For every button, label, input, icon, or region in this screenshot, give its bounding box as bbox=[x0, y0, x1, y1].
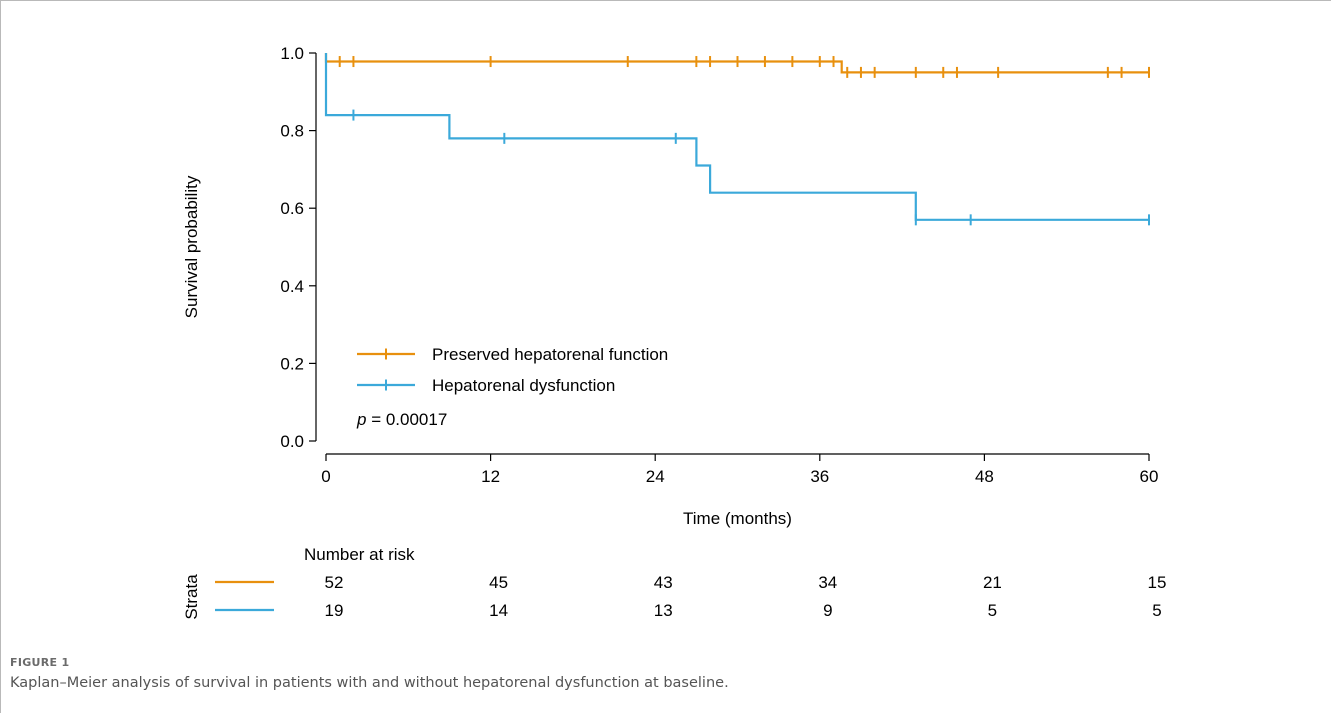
p-value-annotation: p = 0.00017 bbox=[356, 410, 447, 429]
p-value-text: = 0.00017 bbox=[366, 410, 447, 429]
risk-count: 9 bbox=[823, 601, 832, 620]
x-tick-label: 60 bbox=[1140, 467, 1159, 486]
survival-curves bbox=[324, 53, 1150, 226]
risk-table-strata-label: Strata bbox=[182, 574, 201, 620]
y-tick-label: 0.8 bbox=[280, 122, 304, 141]
figure-caption-text: Kaplan–Meier analysis of survival in pat… bbox=[10, 675, 729, 691]
y-tick-label: 0.0 bbox=[280, 432, 304, 451]
x-tick-label: 12 bbox=[481, 467, 500, 486]
risk-count: 45 bbox=[489, 573, 508, 592]
legend-label-1: Preserved hepatorenal function bbox=[432, 345, 668, 364]
x-tick-label: 36 bbox=[810, 467, 829, 486]
km-chart: 0.0 0.2 0.4 0.6 0.8 1.0 0 12 24 36 48 60 Time (month… bbox=[182, 44, 1166, 620]
risk-count: 14 bbox=[489, 601, 508, 620]
risk-count: 5 bbox=[1152, 601, 1161, 620]
risk-count: 13 bbox=[654, 601, 673, 620]
x-tick-label: 0 bbox=[321, 467, 330, 486]
series-line-2 bbox=[324, 53, 1149, 221]
risk-count: 34 bbox=[818, 573, 837, 592]
p-value-symbol: p bbox=[356, 410, 366, 429]
x-axis-label: Time (months) bbox=[683, 509, 792, 528]
y-axis-label: Survival probability bbox=[182, 175, 201, 318]
y-tick-label: 0.4 bbox=[280, 277, 304, 296]
y-tick-label: 0.6 bbox=[280, 199, 304, 218]
x-tick-label: 24 bbox=[646, 467, 665, 486]
y-tick-label: 0.2 bbox=[280, 354, 304, 373]
legend-label-2: Hepatorenal dysfunction bbox=[432, 376, 615, 395]
figure-caption: FIGURE 1 Kaplan–Meier analysis of surviv… bbox=[10, 656, 729, 691]
axes: 0.0 0.2 0.4 0.6 0.8 1.0 0 12 24 36 48 60 Time (month… bbox=[182, 44, 1158, 528]
risk-count: 5 bbox=[988, 601, 997, 620]
legend: Preserved hepatorenal function Hepatorena… bbox=[356, 345, 668, 429]
x-tick-label: 48 bbox=[975, 467, 994, 486]
risk-count: 15 bbox=[1148, 573, 1167, 592]
figure-label: FIGURE 1 bbox=[10, 656, 70, 669]
y-tick-label: 1.0 bbox=[280, 44, 304, 63]
risk-table: Number at risk Strata 52 45 43 34 21 15 19 14 13 9 5… bbox=[182, 545, 1166, 620]
risk-count: 21 bbox=[983, 573, 1002, 592]
risk-count: 52 bbox=[325, 573, 344, 592]
risk-count: 19 bbox=[325, 601, 344, 620]
risk-count: 43 bbox=[654, 573, 673, 592]
risk-table-title: Number at risk bbox=[304, 545, 415, 564]
